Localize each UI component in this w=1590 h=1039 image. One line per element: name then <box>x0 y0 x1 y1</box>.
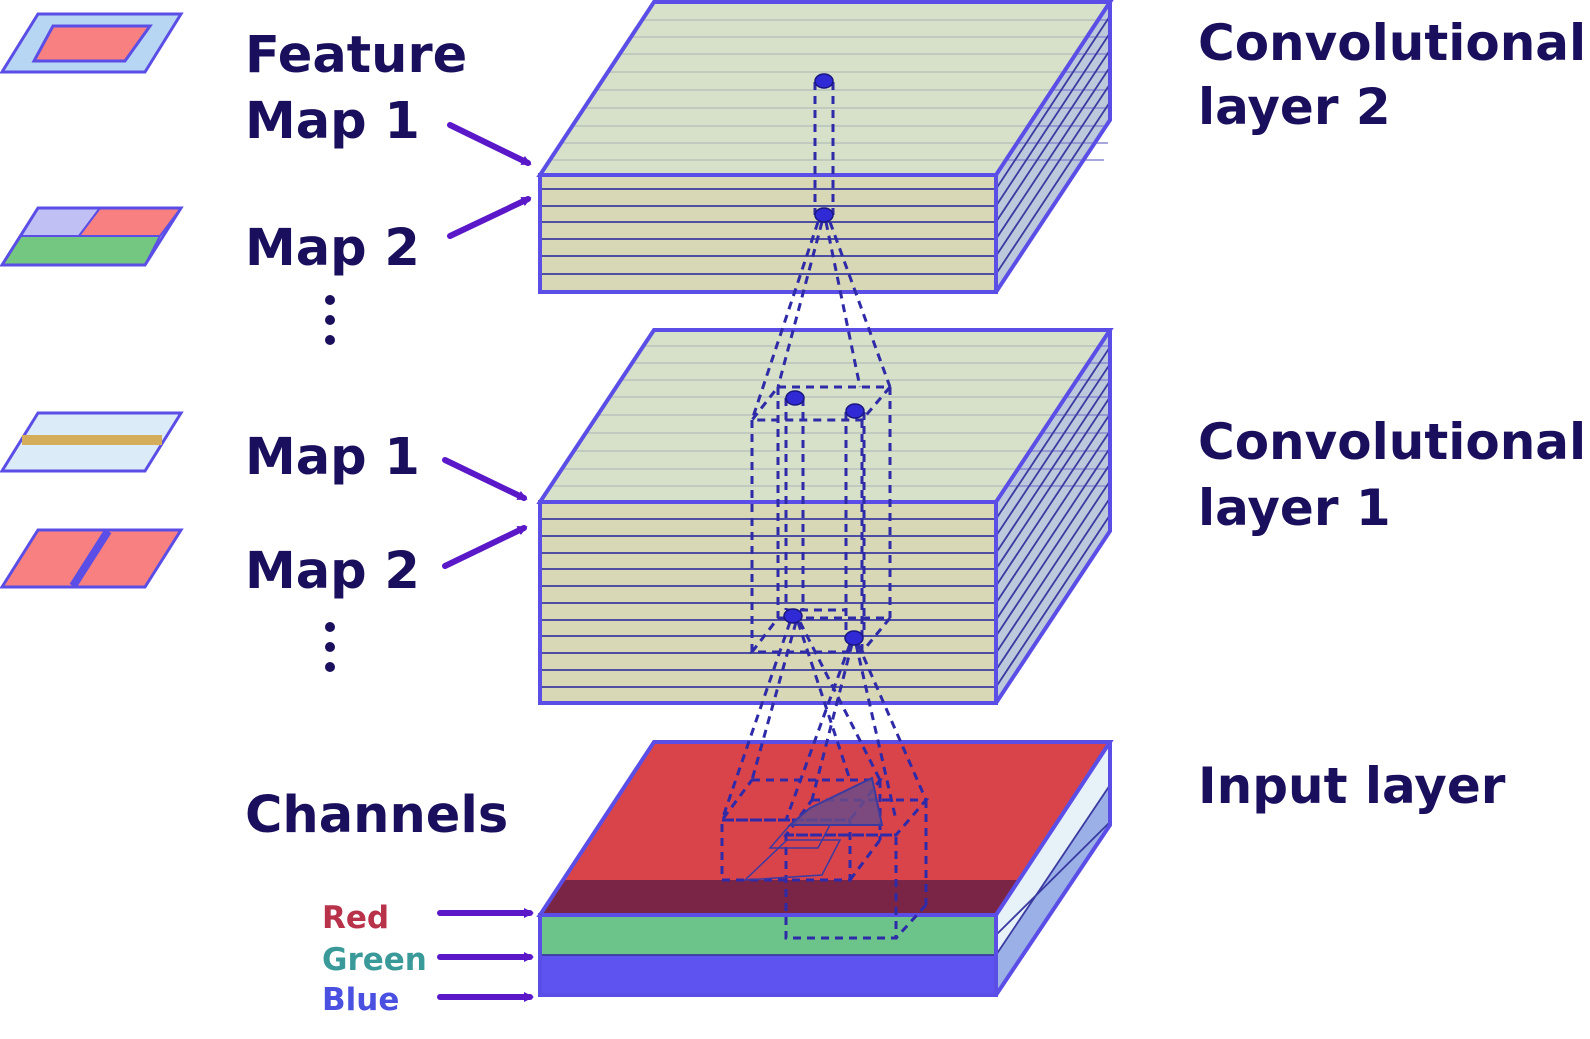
blue-channel-label: Blue <box>322 982 399 1018</box>
red-channel-label: Red <box>322 900 389 936</box>
ellipsis-top-icon <box>325 295 335 345</box>
green-channel-label: Green <box>322 942 427 978</box>
receptive-patch <box>742 776 884 881</box>
map-2-label-top: Map 2 <box>245 219 420 278</box>
input-layer-title: Input layer <box>1198 757 1506 815</box>
map-1-arrow <box>442 457 528 501</box>
conv1-node-a-top <box>785 390 805 406</box>
conv-layer-1-title: Convolutional <box>1198 413 1586 471</box>
receptive-field-lines <box>719 82 930 940</box>
input-layer-slab <box>536 740 1114 997</box>
conv-layer-2-subtitle: layer 2 <box>1198 78 1391 136</box>
feature-map-1-icon <box>0 12 184 74</box>
conv2-top-node <box>814 73 834 89</box>
feature-map-2-icon <box>0 206 184 267</box>
neuron-nodes <box>783 73 865 646</box>
conv1-node-a-bottom <box>783 608 803 624</box>
channels-label: Channels <box>245 786 508 845</box>
map-2-label-mid: Map 2 <box>245 542 420 601</box>
conv1-node-b-top <box>845 403 865 419</box>
conv-layer-2-slab <box>536 0 1114 294</box>
conv1-node-b-bottom <box>844 630 864 646</box>
conv-layer-2-title: Convolutional <box>1198 14 1586 72</box>
feature-map-1-arrow <box>447 122 532 166</box>
feature-label: Feature <box>245 26 467 85</box>
map-1-label-top: Map 1 <box>245 92 420 151</box>
feature-map-2-arrow <box>447 196 532 239</box>
map-2-icon <box>0 528 184 589</box>
conv2-front-node <box>814 207 834 223</box>
ellipsis-mid-icon <box>325 622 335 672</box>
conv-layer-1-subtitle: layer 1 <box>1198 479 1391 537</box>
conv-layer-1-slab <box>536 328 1114 705</box>
map-1-label-mid: Map 1 <box>245 428 420 487</box>
map-1-icon <box>0 411 184 473</box>
map-2-arrow <box>442 525 528 569</box>
